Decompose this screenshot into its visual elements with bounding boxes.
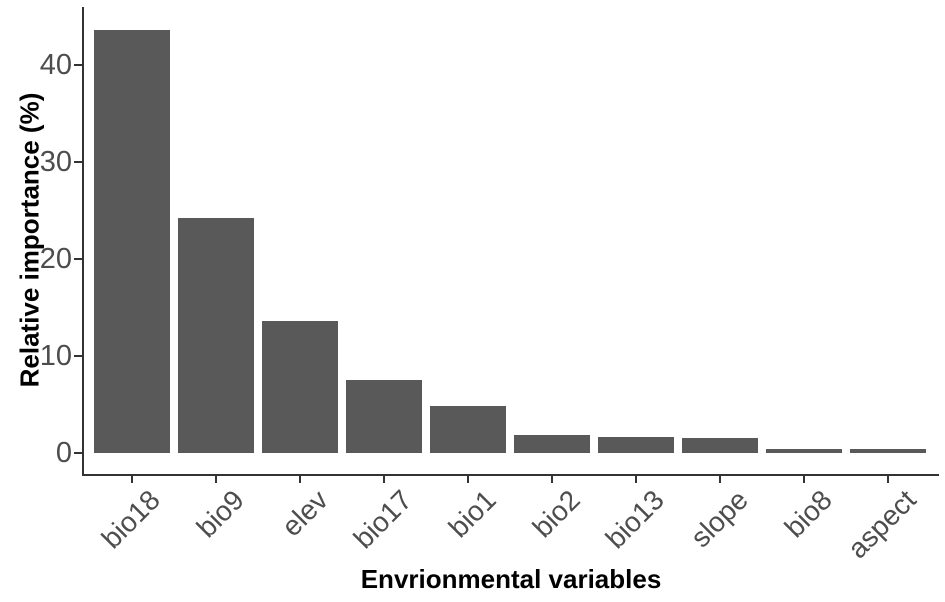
x-tick-mark-bio9 — [215, 476, 217, 483]
bar-bio17 — [346, 380, 422, 453]
y-tick-label-0: 0 — [55, 436, 72, 469]
bar-aspect — [850, 449, 926, 453]
bar-bio2 — [514, 435, 590, 453]
bar-bio13 — [598, 437, 674, 453]
x-tick-mark-slope — [719, 476, 721, 483]
y-tick-label-40: 40 — [39, 48, 72, 81]
y-axis-line — [82, 7, 84, 476]
x-tick-mark-elev — [299, 476, 301, 483]
plot-panel — [84, 7, 938, 474]
x-tick-mark-bio8 — [803, 476, 805, 483]
bar-bio9 — [178, 218, 254, 453]
x-axis-title: Envrionmental variables — [360, 564, 662, 594]
y-tick-mark-40 — [74, 63, 82, 66]
y-tick-label-30: 30 — [39, 145, 72, 178]
x-tick-mark-bio1 — [467, 476, 469, 483]
bar-bio18 — [94, 30, 170, 453]
y-tick-mark-30 — [74, 160, 82, 163]
bar-bio1 — [430, 406, 506, 453]
y-tick-label-20: 20 — [39, 242, 72, 275]
y-tick-mark-0 — [74, 451, 82, 454]
x-tick-mark-bio18 — [131, 476, 133, 483]
y-tick-label-10: 10 — [39, 339, 72, 372]
x-tick-mark-bio17 — [383, 476, 385, 483]
y-tick-mark-10 — [74, 354, 82, 357]
bar-elev — [262, 321, 338, 453]
x-tick-mark-aspect — [887, 476, 889, 483]
x-axis-line — [82, 474, 939, 476]
x-tick-mark-bio13 — [635, 476, 637, 483]
y-tick-mark-20 — [74, 257, 82, 260]
bar-bio8 — [766, 449, 842, 453]
bar-slope — [682, 438, 758, 453]
x-tick-mark-bio2 — [551, 476, 553, 483]
